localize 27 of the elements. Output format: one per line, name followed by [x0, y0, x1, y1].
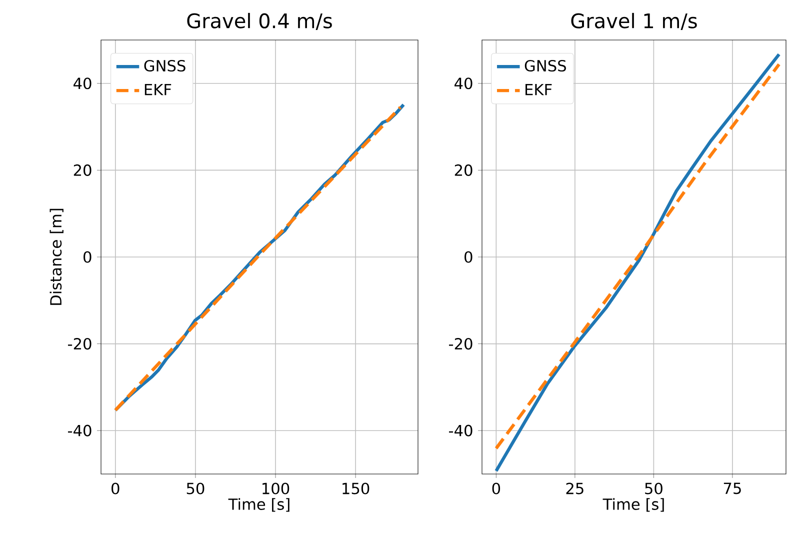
y-tick-label: -20 — [449, 338, 472, 350]
legend-label: GNSS — [524, 60, 566, 72]
legend-label: GNSS — [144, 60, 186, 72]
y-tick-label: 20 — [74, 164, 92, 176]
chart-title: Gravel 1 m/s — [571, 12, 697, 30]
y-tick-label: 20 — [454, 164, 472, 176]
y-tick-label: 40 — [74, 78, 92, 90]
x-tick-label: 75 — [724, 482, 741, 494]
y-tick-label: -40 — [68, 424, 92, 436]
y-tick-label: 0 — [464, 251, 472, 263]
y-tick-label: -20 — [68, 338, 92, 350]
y-tick-label: 40 — [454, 78, 472, 90]
x-tick-label: 50 — [186, 482, 204, 494]
x-tick-label: 25 — [566, 482, 584, 494]
x-tick-label: 0 — [112, 482, 120, 494]
y-tick-label: 0 — [84, 251, 92, 263]
x-tick-label: 150 — [342, 482, 370, 494]
y-tick-label: -40 — [449, 424, 472, 436]
y-axis-title: Distance [m] — [50, 208, 64, 305]
legend-label: EKF — [144, 84, 172, 96]
x-axis-title: Time [s] — [602, 498, 664, 512]
x-tick-label: 50 — [645, 482, 662, 494]
x-axis-title: Time [s] — [228, 498, 290, 512]
x-tick-label: 100 — [262, 482, 290, 494]
x-tick-label: 0 — [492, 482, 500, 494]
chart-title: Gravel 0.4 m/s — [187, 12, 332, 30]
legend-label: EKF — [526, 84, 552, 96]
